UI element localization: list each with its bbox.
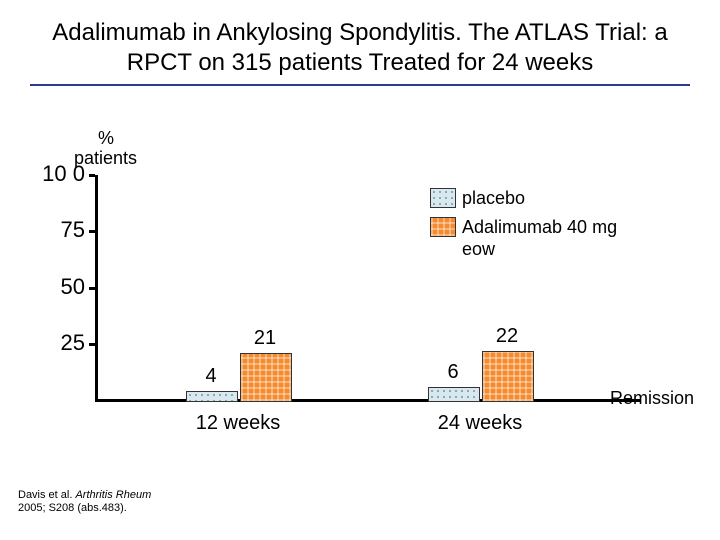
value-24weeks-placebo: 6: [423, 361, 483, 384]
legend-adalimumab: Adalimumab 40 mg eow: [430, 217, 632, 260]
x-axis: [95, 399, 640, 402]
legend-placebo: placebo: [430, 188, 525, 209]
y-tick-75: 75: [35, 217, 85, 243]
legend-label-placebo: placebo: [462, 188, 525, 209]
y-tick-mark: [89, 174, 95, 177]
y-tick-100: 10 0: [35, 161, 85, 187]
y-tick-50: 50: [35, 274, 85, 300]
citation: Davis et al. Arthritis Rheum 2005; S208 …: [18, 489, 151, 517]
y-axis: [95, 175, 98, 400]
y-tick-mark: [89, 287, 95, 290]
value-12weeks-adalimumab: 21: [235, 327, 295, 350]
x-label-24weeks: 24 weeks: [420, 412, 540, 435]
remission-label: Remission: [610, 388, 694, 409]
title-underline: [30, 84, 690, 86]
title-block: Adalimumab in Ankylosing Spondylitis. Th…: [30, 18, 690, 86]
legend-swatch-adalimumab: [430, 217, 456, 237]
bar-12weeks-placebo: [186, 391, 238, 402]
legend-swatch-placebo: [430, 188, 456, 208]
legend-label-adalimumab: Adalimumab 40 mg eow: [462, 217, 632, 260]
x-label-12weeks: 12 weeks: [178, 412, 298, 435]
y-tick-25: 25: [35, 330, 85, 356]
bar-24weeks-placebo: [428, 387, 480, 403]
citation-ref: 2005; S208 (abs.483).: [18, 502, 127, 514]
y-tick-mark: [89, 230, 95, 233]
y-tick-mark: [89, 343, 95, 346]
value-24weeks-adalimumab: 22: [477, 325, 537, 348]
value-12weeks-placebo: 4: [181, 365, 241, 388]
citation-authors: Davis et al.: [18, 489, 75, 501]
bar-24weeks-adalimumab: [482, 351, 534, 403]
slide-title: Adalimumab in Ankylosing Spondylitis. Th…: [30, 18, 690, 78]
y-axis-label-line1: %: [98, 128, 114, 149]
bar-12weeks-adalimumab: [240, 353, 292, 402]
citation-journal: Arthritis Rheum: [75, 489, 151, 501]
